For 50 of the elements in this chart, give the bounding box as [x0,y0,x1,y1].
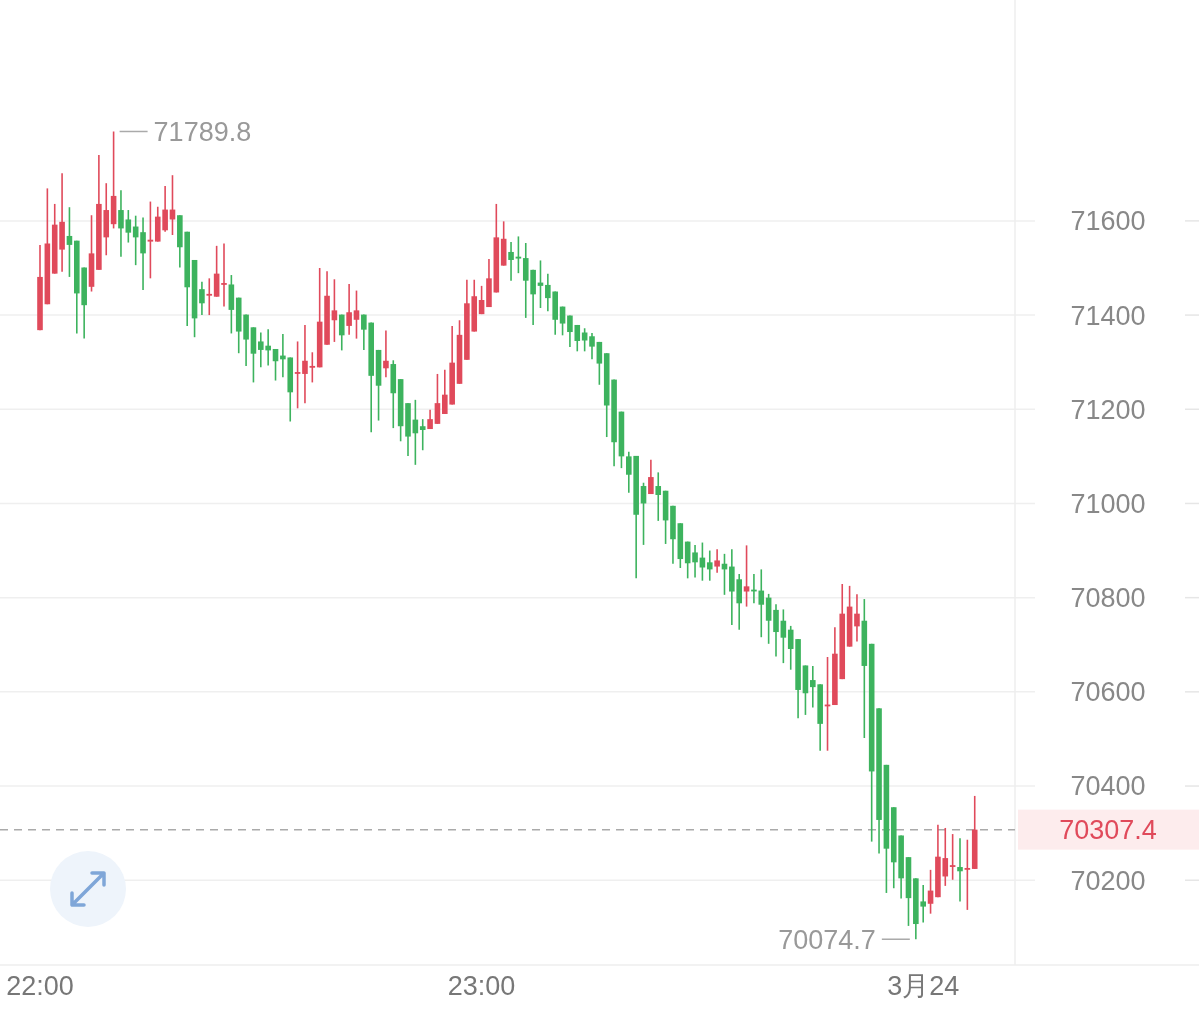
annotation: 71789.8 [153,116,252,147]
y-tick-label: 71400 [1070,300,1146,331]
candlestick [589,332,595,361]
candlestick [758,568,765,639]
candlestick [854,593,860,643]
candlestick [309,351,316,384]
candlestick [199,280,205,316]
y-tick-label: 70200 [1070,865,1146,896]
y-tick-label: 71600 [1070,206,1146,237]
candlestick [118,189,124,258]
candlestick [147,200,154,280]
candlestick [302,324,308,404]
candlestick [294,340,301,410]
ref-line-label: 70307.4 [1059,815,1157,846]
candlestick [964,838,971,911]
candlestick [508,241,514,282]
candlestick [581,327,588,353]
candlestick [125,209,132,244]
x-tick-label: 22:00 [6,971,74,1001]
candlestick [515,235,522,274]
candlestick [346,283,352,336]
candlestick [706,549,713,582]
y-tick-label: 71000 [1070,488,1146,519]
candlestick [949,833,956,881]
candlestick [338,313,345,352]
candlestick [596,341,603,386]
candlestick [140,216,146,291]
y-tick-label: 70600 [1070,677,1146,708]
candlestick [655,471,662,522]
candlestick [66,206,73,278]
y-tick-label: 70800 [1070,583,1146,614]
candlestick [353,289,360,340]
y-tick-label: 71200 [1070,394,1146,425]
candlestick [714,548,720,574]
candlestick [773,603,779,658]
candlestick [221,242,227,308]
candlestick [419,418,426,452]
candlestick [699,541,706,582]
candlestick [434,373,441,425]
candlestick [331,278,338,343]
candlestick [648,458,654,495]
y-tick-label: 70400 [1070,771,1146,802]
candlestick [383,329,389,379]
candlestick [692,544,698,579]
candlestick [957,837,963,903]
x-tick-label: 3月24 [887,971,960,1001]
candlestick [743,544,750,608]
x-tick-label: 23:00 [447,971,516,1001]
candlestick [206,277,213,316]
annotation: 70074.7 [778,924,876,955]
